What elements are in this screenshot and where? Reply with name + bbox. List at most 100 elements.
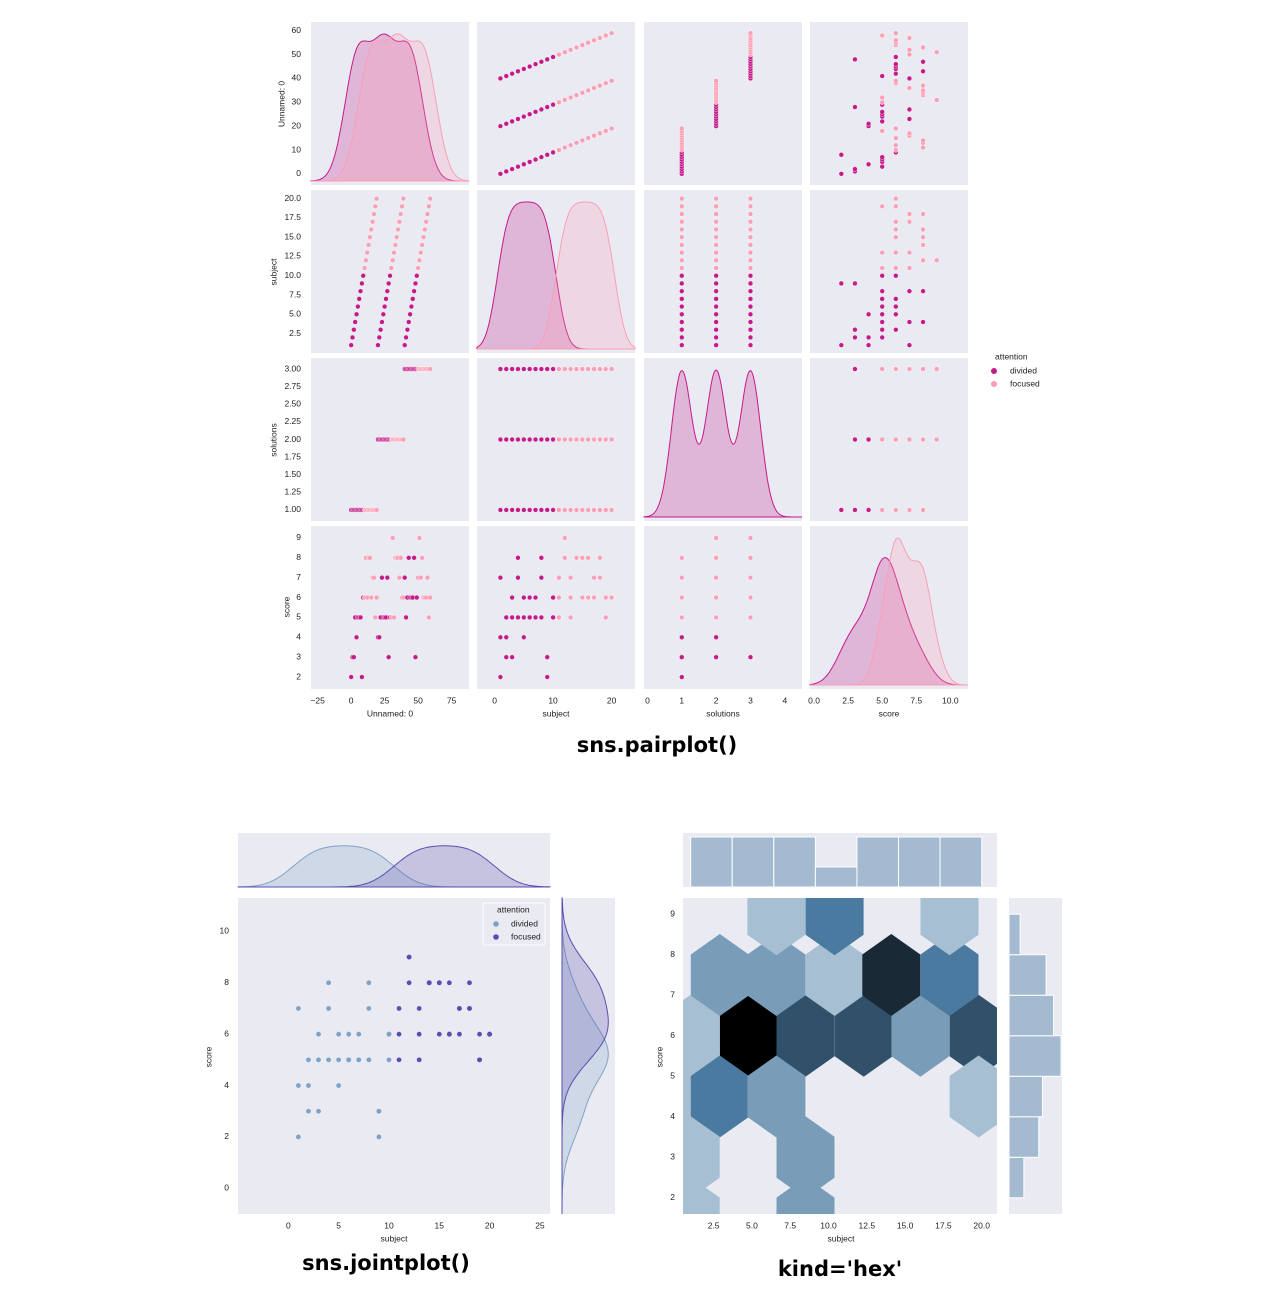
pairplot-legend-marker-focused <box>991 381 997 387</box>
pairplot-point-1-2-3 <box>679 319 685 325</box>
pairplot-point-1-0-37 <box>398 211 404 217</box>
pairplot-point-2-1-41 <box>503 366 509 372</box>
pairplot-point-2-1-28 <box>544 436 550 443</box>
pairplot-point-1-3-40 <box>906 342 913 348</box>
pairplot-point-2-1-1 <box>503 507 509 513</box>
pairplot-point-1-0-27 <box>384 288 390 294</box>
pairplot-point-2-3-57 <box>906 366 913 372</box>
pairplot-point-3-2-32 <box>713 614 719 621</box>
jointplot-point-44 <box>336 1031 342 1037</box>
jointplot-point-42 <box>316 1031 321 1037</box>
pairplot-point-2-3-37 <box>920 436 926 443</box>
pairplot-point-1-0-40 <box>402 342 408 348</box>
pairplot-ylabel-solutions: solutions <box>268 423 278 457</box>
pairplot-point-1-2-13 <box>679 242 685 248</box>
pairplot-point-3-0-0 <box>348 674 354 680</box>
pairplot-point-2-1-40 <box>497 366 504 372</box>
pairplot-point-0-1-26 <box>532 109 539 115</box>
pairplot-point-1-3-8 <box>838 280 844 287</box>
pairplot-point-1-2-28 <box>713 280 719 287</box>
pairplot-point-1-2-1 <box>679 334 685 341</box>
pairplot-point-3-1-35 <box>585 555 591 561</box>
pairplot-point-3-1-8 <box>544 674 550 680</box>
jointplot-xtick-2: 10 <box>384 1220 394 1230</box>
jointplot-point-56 <box>457 1031 462 1037</box>
pairplot-point-2-1-48 <box>544 366 550 372</box>
pairplot-point-2-3-48 <box>852 366 858 372</box>
pairplot-point-0-1-55 <box>585 40 591 46</box>
pairplot-point-1-3-49 <box>893 273 899 279</box>
pairplot-point-0-1-0 <box>497 171 504 177</box>
pairplot-point-0-3-50 <box>906 52 913 58</box>
pairplot-legend-focused: focused <box>1010 378 1040 388</box>
pairplot-point-1-2-56 <box>747 219 754 225</box>
pairplot-point-0-3-10 <box>893 147 899 153</box>
jointplot-point-38 <box>477 1031 482 1037</box>
pairplot-xtick-score-4: 10.0 <box>942 695 959 705</box>
pairplot-panel-3-3 <box>810 526 968 689</box>
jointplot-point-50 <box>396 1006 402 1011</box>
pairplot-point-3-2-57 <box>747 575 754 581</box>
pairplot-xtick-score-0: 0.0 <box>808 695 820 705</box>
pairplot-point-2-1-4 <box>521 507 527 513</box>
pairplot-point-0-1-49 <box>550 54 556 60</box>
pairplot-point-1-3-27 <box>906 288 913 294</box>
pairplot-point-0-1-3 <box>515 164 521 170</box>
hex-ytick-5: 7 <box>670 989 675 999</box>
pairplot-point-0-1-33 <box>573 92 580 98</box>
hex-ytick-1: 3 <box>670 1152 675 1162</box>
pairplot-point-2-3-21 <box>865 436 872 443</box>
jointplot-xtick-0: 0 <box>286 1220 291 1230</box>
pairplot-point-3-1-59 <box>608 594 615 601</box>
pairplot-point-0-1-51 <box>562 49 568 55</box>
pairplot-point-0-3-53 <box>920 44 926 51</box>
pairplot-point-1-0-10 <box>361 265 368 271</box>
pairplot-point-1-2-43 <box>747 319 754 325</box>
jointplot-point-53 <box>426 980 432 986</box>
pairplot-point-3-0-36 <box>396 575 402 581</box>
pairplot-point-1-0-56 <box>423 219 429 225</box>
pairplot-point-3-1-48 <box>544 654 550 660</box>
pairplot-panel-1-0 <box>311 190 469 353</box>
pairplot-point-1-0-15 <box>368 226 374 233</box>
hex-top-bar-3 <box>814 866 858 888</box>
pairplot-point-1-0-14 <box>367 234 373 240</box>
pairplot-point-0-3-21 <box>865 121 872 127</box>
jointplot-caption: sns.jointplot() <box>302 1251 470 1275</box>
pairplot-point-2-1-12 <box>568 507 574 513</box>
pairplot-ytick-i-0: 0 <box>296 168 301 178</box>
hex-cell-18 <box>683 1116 720 1199</box>
pairplot-xlabel-unnamed: Unnamed: 0 <box>367 708 414 718</box>
pairplot-point-3-1-0 <box>497 674 504 680</box>
jointplot-legend-divided: divided <box>511 918 538 928</box>
pairplot-point-0-2-59 <box>747 30 754 36</box>
pairplot-point-3-0-37 <box>398 555 404 561</box>
pairplot-point-3-1-37 <box>597 555 603 561</box>
pairplot-point-3-0-4 <box>353 634 360 640</box>
pairplot-ytick-subject-5: 15.0 <box>284 231 301 241</box>
pairplot-point-3-0-59 <box>427 594 433 601</box>
pairplot-point-1-0-59 <box>427 196 433 202</box>
pairplot-point-1-2-44 <box>747 311 754 317</box>
hex-right-bar-1 <box>1008 1116 1040 1158</box>
pairplot-point-2-1-49 <box>550 366 556 372</box>
pairplot-point-3-2-59 <box>747 594 754 601</box>
jointplot-point-48 <box>376 1108 382 1114</box>
pairplot-point-1-0-9 <box>360 273 366 279</box>
pairplot-point-2-3-2 <box>852 507 858 513</box>
pairplot-point-1-0-31 <box>390 257 396 263</box>
pairplot-point-0-1-5 <box>527 159 533 165</box>
pairplot-point-0-1-58 <box>603 32 609 39</box>
pairplot-ytick-score-1: 3 <box>296 651 301 661</box>
pairplot-point-0-3-31 <box>934 97 940 103</box>
pairplot-point-0-1-11 <box>562 145 568 151</box>
pairplot-xtick-solutions-3: 3 <box>748 695 753 705</box>
pairplot-point-0-3-17 <box>906 130 913 136</box>
jointplot-point-30 <box>396 1057 402 1063</box>
pairplot-point-0-1-23 <box>515 116 521 122</box>
pairplot-point-0-1-30 <box>556 99 562 105</box>
pairplot-point-1-0-13 <box>365 242 372 248</box>
jointplot-point-20 <box>295 1083 301 1088</box>
jointplot-legend-marker-divided <box>493 921 499 927</box>
pairplot-point-0-1-31 <box>562 97 568 103</box>
